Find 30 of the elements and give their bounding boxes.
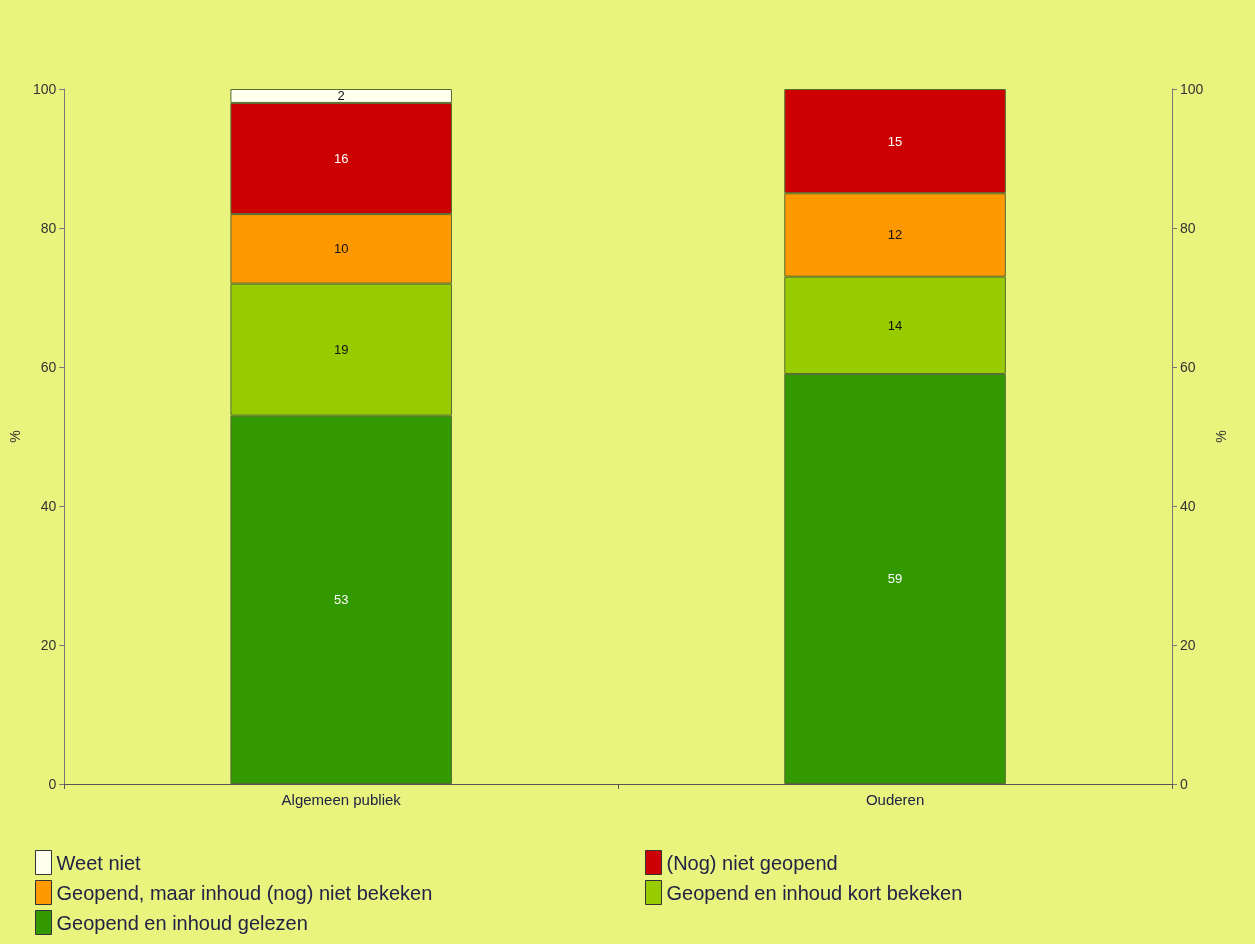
x-tick-label: Ouderen (865, 791, 925, 808)
y2-tick-label: 100 (1180, 81, 1204, 97)
x-tick-label: Algemeen publiek (281, 791, 402, 808)
y2-tick-label: 20 (1180, 637, 1196, 653)
y2-tick-label: 80 (1180, 220, 1196, 236)
legend-label: Geopend, maar inhoud (nog) niet bekeken (56, 881, 433, 904)
y-tick-label: 40 (40, 498, 57, 514)
y2-tick-label: 40 (1180, 498, 1196, 514)
y-tick-label: 0 (48, 776, 57, 792)
data-label: 53 (333, 592, 349, 608)
data-label: 2 (337, 88, 345, 104)
y-tick-label: 60 (40, 359, 57, 375)
data-label: 59 (887, 571, 903, 587)
legend-label: Geopend en inhoud kort bekeken (666, 881, 963, 904)
data-label: 12 (887, 227, 903, 243)
y-axis-title: % (7, 430, 23, 443)
data-label: 14 (887, 317, 903, 333)
data-label: 16 (333, 151, 349, 166)
legend-label: Geopend en inhoud gelezen (56, 911, 308, 934)
y2-tick-label: 60 (1180, 359, 1196, 375)
y2-axis-title: % (1213, 430, 1230, 443)
y-tick-label: 80 (40, 220, 57, 236)
data-label: 10 (333, 241, 349, 257)
legend-label: (Nog) niet geopend (666, 851, 838, 874)
y2-tick-label: 0 (1180, 776, 1188, 792)
y-tick-label: 100 (32, 81, 57, 97)
data-label: 15 (887, 133, 903, 149)
y-tick-label: 20 (40, 637, 57, 653)
data-label: 19 (333, 342, 349, 358)
legend-label: Weet niet (56, 851, 142, 874)
